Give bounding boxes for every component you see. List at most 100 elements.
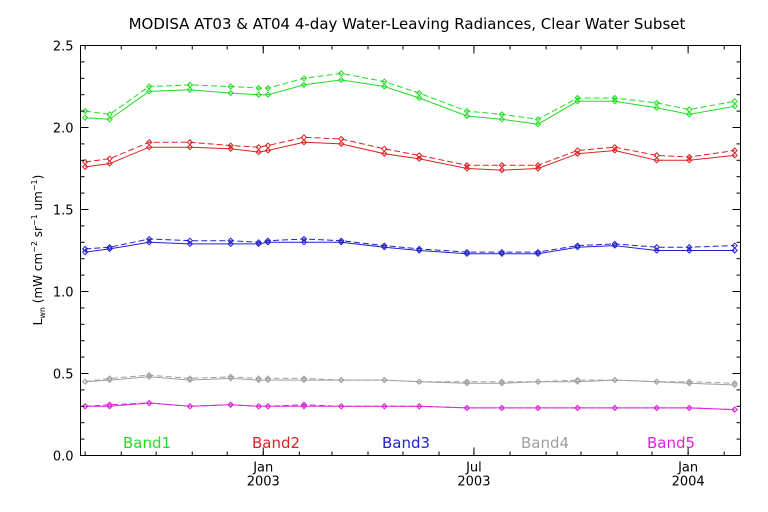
legend-band4: Band4 [521, 434, 569, 452]
band4-at03-point [611, 376, 618, 384]
y-tick-label: 2.0 [53, 122, 74, 137]
band2-at04-point [255, 143, 262, 151]
band3-at03-point [416, 247, 423, 254]
band1-at04-point [416, 89, 423, 97]
band2-at04-point [338, 135, 345, 143]
x-tick-label-month: Jan [677, 461, 698, 476]
band5-at03-point [574, 404, 581, 412]
band1-at04-point [338, 70, 345, 77]
band5-at03-point [81, 403, 89, 410]
band2-at03-point [686, 157, 693, 164]
band4-at03-point [255, 376, 262, 384]
y-tick-label: 2.5 [53, 40, 74, 55]
band3-at03-point [106, 245, 113, 253]
band1-at03-point [534, 121, 542, 128]
band3-at04-line [85, 238, 735, 253]
band5-at03-point [264, 403, 272, 410]
y-axis-label-units-b: sr [31, 226, 45, 241]
band3-at03-point [264, 239, 272, 246]
band1-at03-point [106, 116, 113, 123]
band5-at03-line [85, 402, 735, 411]
plot-frame [80, 45, 741, 456]
y-axis-label-main: L [31, 318, 45, 325]
band4-at03-point [731, 381, 738, 389]
band2-at03-point [186, 143, 194, 151]
band2-at03-point [300, 139, 308, 146]
y-axis-label-sup-c: −1 [30, 179, 39, 191]
band5-at03-point [338, 403, 345, 410]
band2-at04-point [498, 162, 506, 169]
band4-at03-point [686, 380, 693, 387]
band3-at04-point [731, 242, 738, 249]
y-axis-label: Lwn (mW cm−2 sr−1 um−1) [30, 175, 47, 326]
band2-at03-point [498, 166, 506, 174]
band3-at03-point [186, 240, 194, 248]
band5-at03-point [731, 406, 738, 413]
plot-area [81, 70, 738, 413]
band3-at03-point [534, 250, 542, 257]
band4-at03-point [300, 376, 308, 384]
band1-at03-point [574, 98, 581, 105]
band1-at04-point [81, 107, 89, 115]
y-axis-label-sup-a: −2 [30, 241, 39, 253]
band4-at03-line [85, 376, 735, 386]
y-axis-label-sup-b: −1 [30, 214, 39, 226]
band1-at03-point [300, 81, 308, 89]
band1-at04-point [106, 111, 113, 118]
band3-at03-point [653, 247, 660, 254]
y-axis-label-units-d: ) [31, 175, 45, 180]
band3-at03-point [338, 239, 345, 246]
band2-at03-point [534, 165, 542, 172]
band5-at03-point [106, 403, 113, 410]
band5-at03-point [227, 401, 234, 408]
band2-at04-point [106, 155, 113, 162]
band2-at04-point [653, 152, 660, 159]
band4-at03-point [227, 375, 234, 382]
band5-at03-point [381, 403, 388, 410]
band5-at03-point [498, 404, 506, 412]
band2-at04-point [300, 134, 308, 141]
band2-at04-line [85, 136, 735, 166]
x-tick-label-year: 2003 [247, 475, 280, 490]
x-tick-label-year: 2004 [672, 475, 705, 490]
band5-at03-point [611, 404, 618, 412]
band3-at03-point [145, 239, 153, 246]
band5-at03-point [463, 404, 471, 412]
legend: Band1 Band2 Band3 Band4 Band5 [123, 434, 695, 452]
band2-at04-point [186, 139, 194, 146]
band4-at03-point [574, 378, 581, 385]
band3-at03-point [731, 247, 738, 254]
band2-at03-point [574, 150, 581, 157]
legend-band2: Band2 [252, 434, 300, 452]
band1-at04-point [227, 83, 234, 90]
band1-at03-point [381, 83, 388, 90]
band3-at03-point [498, 250, 506, 257]
band5-at03-point [653, 404, 660, 412]
band2-at03-point [611, 147, 618, 154]
band2-at03-point [106, 160, 113, 167]
band1-at03-point [463, 112, 471, 120]
y-axis: 0.0 0.5 1.0 1.5 2.0 2.5 [53, 40, 741, 465]
band1-at04-point [686, 106, 693, 113]
band2-at03-line [85, 141, 735, 171]
band3-at03-point [574, 244, 581, 251]
legend-band5: Band5 [647, 434, 695, 452]
band3-at03-point [255, 240, 262, 248]
band2-at03-point [81, 163, 89, 171]
band1-at04-point [145, 83, 153, 90]
y-tick-label: 1.0 [53, 286, 74, 301]
band1-at04-point [463, 107, 471, 115]
band2-at03-point [255, 148, 262, 156]
x-tick-label-month: Jan [252, 461, 273, 476]
band2-at03-point [227, 145, 234, 153]
band2-at04-point [731, 147, 738, 154]
band1-at04-point [534, 116, 542, 123]
y-tick-label: 0.5 [53, 368, 74, 383]
band1-at03-point [186, 86, 194, 93]
band1-at04-point [186, 81, 194, 89]
band4-at03-point [81, 378, 89, 385]
band5-at03-point [686, 404, 693, 412]
band2-at03-point [264, 147, 272, 154]
